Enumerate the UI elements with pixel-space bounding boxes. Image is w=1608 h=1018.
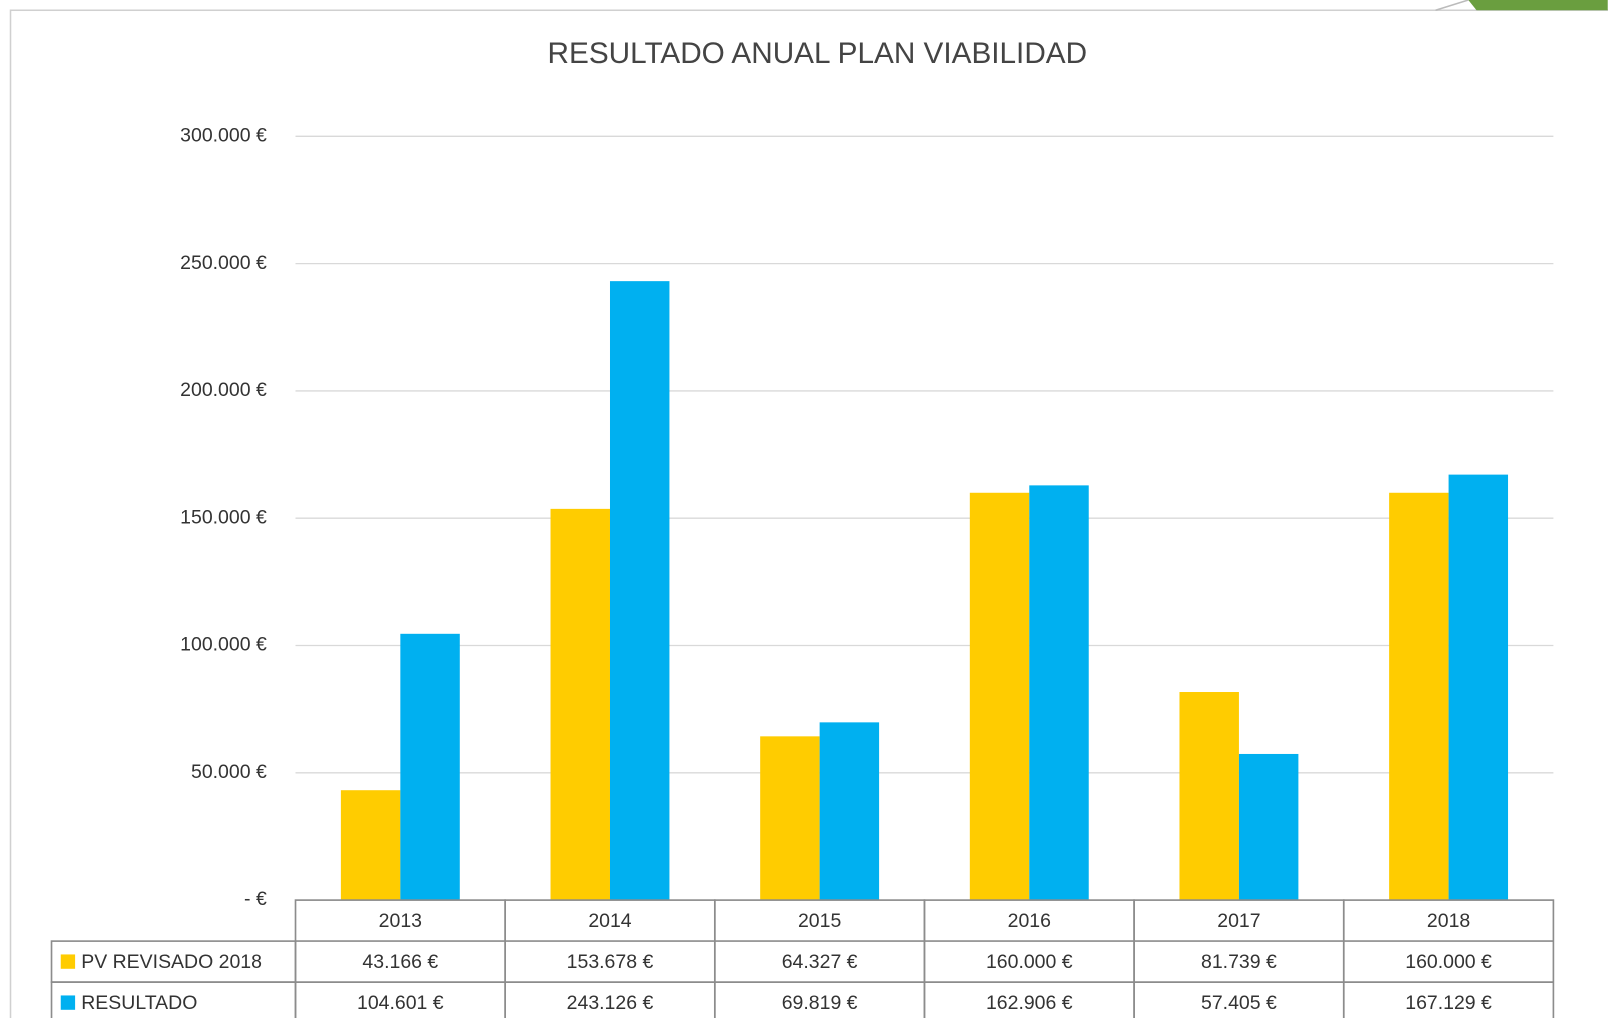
y-tick-label: 250.000 € bbox=[180, 252, 267, 274]
bar bbox=[1029, 485, 1089, 901]
legend-label: RESULTADO bbox=[81, 992, 197, 1014]
bar bbox=[819, 722, 880, 901]
table-value: 243.126 € bbox=[567, 992, 654, 1014]
bar bbox=[969, 492, 1030, 901]
table-value: 153.678 € bbox=[567, 951, 654, 973]
y-tick-label: 200.000 € bbox=[180, 379, 267, 401]
table-value: 167.129 € bbox=[1405, 992, 1492, 1014]
table-value: 81.739 € bbox=[1201, 951, 1277, 973]
bar bbox=[760, 736, 820, 901]
x-tick-label: 2015 bbox=[798, 910, 841, 932]
table-value: 162.906 € bbox=[986, 992, 1073, 1014]
corner-accent bbox=[1468, 0, 1608, 11]
table-value: 104.601 € bbox=[357, 992, 444, 1014]
legend-swatch bbox=[60, 995, 76, 1010]
x-tick-label: 2013 bbox=[379, 910, 422, 932]
bar bbox=[340, 790, 401, 901]
bar bbox=[1179, 692, 1239, 901]
bar bbox=[1448, 474, 1509, 901]
chart-border bbox=[9, 9, 1608, 1018]
x-tick-label: 2017 bbox=[1217, 910, 1260, 932]
corner-line bbox=[1435, 0, 1469, 11]
table-value: 69.819 € bbox=[782, 992, 858, 1014]
y-tick-label: 300.000 € bbox=[180, 124, 267, 146]
table-value: 57.405 € bbox=[1201, 992, 1277, 1014]
table-value: 43.166 € bbox=[362, 951, 438, 973]
bar bbox=[1238, 753, 1299, 901]
table-cell bbox=[1342, 899, 1555, 1018]
table-value: 64.327 € bbox=[782, 951, 858, 973]
chart-title: RESULTADO ANUAL PLAN VIABILIDAD bbox=[548, 37, 1088, 70]
x-tick-label: 2018 bbox=[1427, 910, 1470, 932]
y-tick-label: - € bbox=[244, 888, 267, 910]
x-tick-label: 2016 bbox=[1008, 910, 1051, 932]
y-tick-label: 100.000 € bbox=[180, 634, 267, 656]
bar bbox=[609, 281, 670, 901]
table-value: 160.000 € bbox=[986, 951, 1073, 973]
legend-label: PV REVISADO 2018 bbox=[81, 951, 262, 973]
legend-swatch bbox=[60, 954, 76, 969]
x-tick-label: 2014 bbox=[588, 910, 631, 932]
y-tick-label: 50.000 € bbox=[191, 761, 267, 783]
bar bbox=[400, 633, 460, 901]
bar bbox=[550, 508, 610, 901]
table-value: 160.000 € bbox=[1405, 951, 1492, 973]
bar bbox=[1389, 492, 1449, 901]
legend-cell bbox=[50, 981, 297, 1018]
y-tick-label: 150.000 € bbox=[180, 506, 267, 528]
